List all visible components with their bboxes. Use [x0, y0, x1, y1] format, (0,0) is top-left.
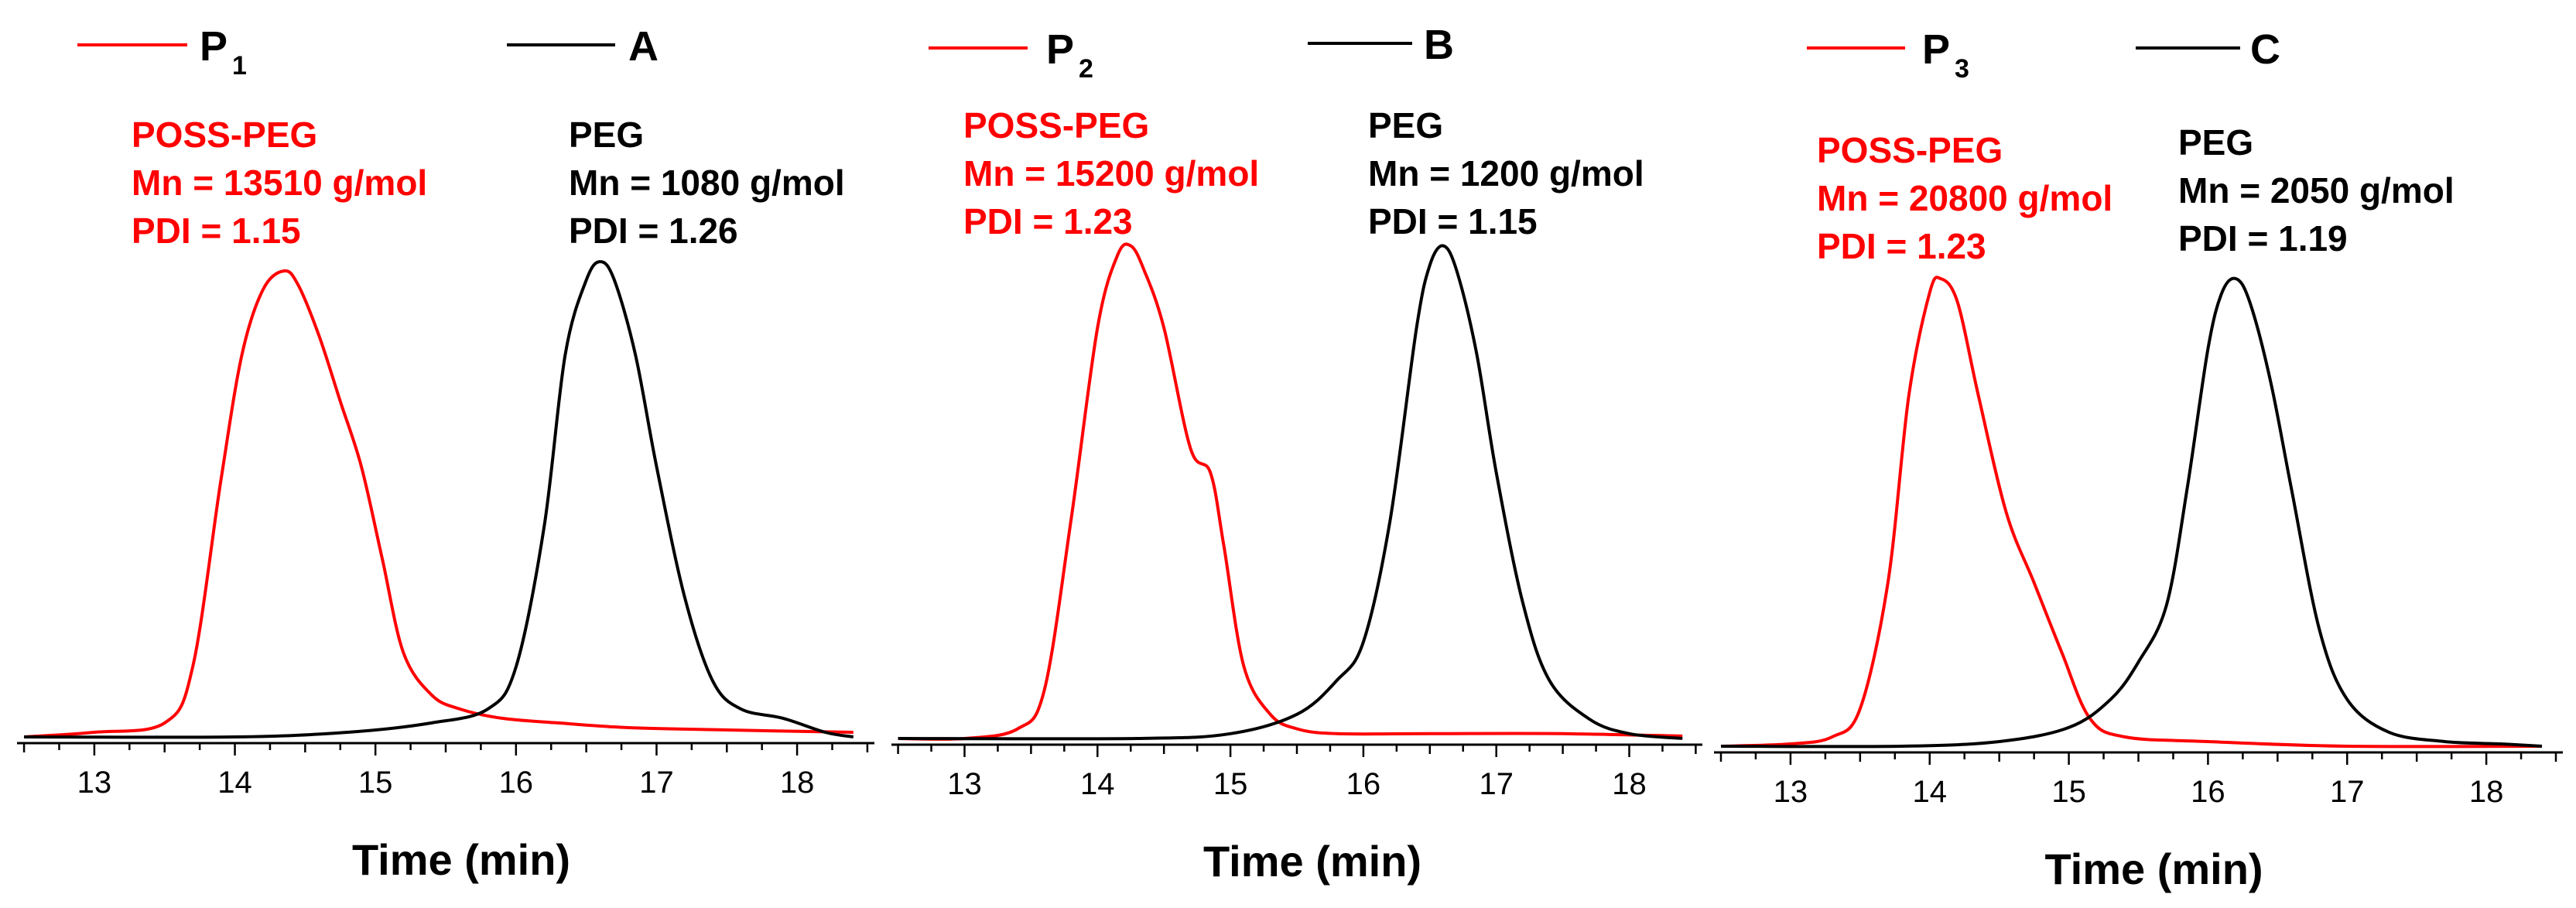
annotation-text: PEG [2178, 122, 2253, 163]
annotation-text: PDI = 1.15 [1368, 201, 1538, 242]
x-axis-title: Time (min) [1203, 837, 1421, 886]
chart-panel-b: 13 14 15 16 17 18 Time (min) P 2 B POSS-PEG Mn = 15… [891, 22, 1702, 886]
x-tick-label: 14 [1912, 775, 1947, 809]
annotation-text: Mn = 1080 g/mol [569, 163, 845, 203]
annotation-text: PDI = 1.23 [963, 201, 1133, 242]
annotation-text: PEG [1368, 105, 1443, 146]
x-tick-label: 17 [1479, 767, 1514, 801]
x-tick-label: 14 [217, 766, 252, 800]
annotation-text: POSS-PEG [963, 105, 1149, 146]
x-tick-label: 18 [780, 766, 815, 800]
series-line-poss-peg [23, 269, 854, 738]
annotation-text: PDI = 1.26 [569, 211, 738, 251]
series-line-peg [1720, 276, 2543, 749]
annotation-text: POSS-PEG [1817, 130, 2003, 170]
x-tick-label: 16 [2191, 775, 2225, 809]
x-tick-label: 15 [1213, 767, 1248, 801]
x-axis-title: Time (min) [2044, 845, 2263, 893]
x-tick-label: 16 [1346, 767, 1381, 801]
x-tick-label: 18 [1612, 767, 1647, 801]
x-tick-label: 17 [639, 766, 674, 800]
annotation-text: Mn = 2050 g/mol [2178, 170, 2455, 211]
annotation-text: PDI = 1.15 [132, 211, 301, 251]
annotation-text: PDI = 1.23 [1817, 226, 1986, 266]
annotation-text: Mn = 15200 g/mol [963, 153, 1259, 194]
x-tick-label: 13 [1774, 775, 1808, 809]
x-tick-label: 17 [2330, 775, 2365, 809]
series-line-poss-peg [898, 242, 1683, 741]
x-tick-label: 13 [77, 766, 112, 800]
annotation-text: POSS-PEG [132, 115, 317, 155]
legend-label: A [628, 23, 659, 70]
annotation-text: Mn = 13510 g/mol [132, 163, 427, 203]
legend-label: B [1424, 22, 1454, 68]
annotation-text: Mn = 20800 g/mol [1817, 178, 2112, 218]
chart-panel-c: 13 14 15 16 17 18 Time (min) P 3 C POSS-PEG Mn = 20… [1714, 26, 2563, 893]
x-axis-title: Time (min) [352, 835, 570, 884]
x-tick-label: 16 [499, 766, 534, 800]
annotation-text: Mn = 1200 g/mol [1368, 153, 1644, 194]
x-tick-label: 15 [2051, 775, 2086, 809]
series-line-peg [24, 260, 854, 739]
x-tick-label: 18 [2469, 775, 2504, 809]
x-tick-label: 15 [358, 766, 393, 800]
annotation-text: PEG [569, 115, 644, 155]
series-line-peg [898, 244, 1683, 741]
series-line-poss-peg [1720, 276, 2543, 749]
legend-label: C [2250, 26, 2280, 73]
chart-panel-a: 13 14 15 16 17 18 Time (min) P 1 A POSS-PEG Mn = 13… [17, 23, 874, 884]
x-tick-label: 13 [947, 767, 982, 801]
annotation-text: PDI = 1.19 [2178, 218, 2348, 259]
x-tick-label: 14 [1080, 767, 1115, 801]
